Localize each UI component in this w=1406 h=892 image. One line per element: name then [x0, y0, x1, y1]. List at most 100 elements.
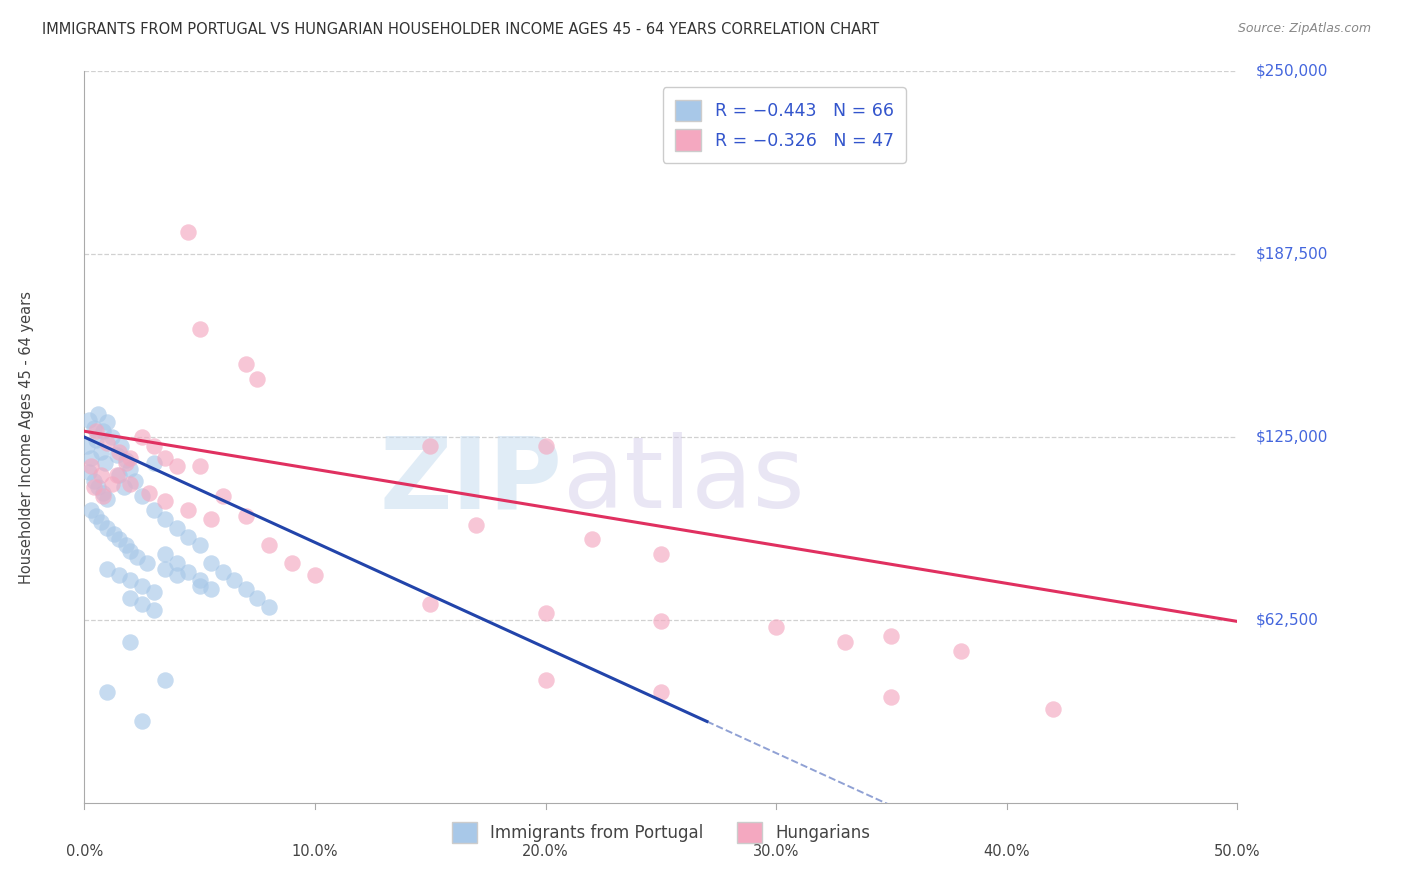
Point	[465, 517, 488, 532]
Point	[224, 574, 246, 588]
Point	[200, 582, 222, 597]
Point	[91, 489, 114, 503]
Point	[120, 574, 142, 588]
Point	[87, 407, 110, 421]
Point	[131, 714, 153, 728]
Point	[765, 620, 787, 634]
Point	[96, 491, 118, 506]
Point	[80, 503, 103, 517]
Point	[131, 579, 153, 593]
Point	[246, 591, 269, 605]
Point	[200, 556, 222, 570]
Text: $187,500: $187,500	[1256, 247, 1329, 261]
Point	[94, 457, 117, 471]
Point	[153, 46, 176, 61]
Point	[880, 629, 903, 643]
Point	[108, 444, 131, 458]
Point	[211, 489, 233, 503]
Point	[142, 585, 165, 599]
Point	[142, 603, 165, 617]
Point	[76, 439, 98, 453]
Point	[120, 450, 142, 465]
Text: 30.0%: 30.0%	[754, 844, 799, 859]
Point	[112, 480, 135, 494]
Point	[650, 684, 672, 698]
Point	[153, 494, 176, 508]
Point	[96, 521, 118, 535]
Point	[166, 567, 188, 582]
Text: $62,500: $62,500	[1256, 613, 1319, 627]
Text: IMMIGRANTS FROM PORTUGAL VS HUNGARIAN HOUSEHOLDER INCOME AGES 45 - 64 YEARS CORR: IMMIGRANTS FROM PORTUGAL VS HUNGARIAN HO…	[42, 22, 879, 37]
Point	[153, 547, 176, 561]
Text: ZIP: ZIP	[380, 433, 562, 530]
Text: Source: ZipAtlas.com: Source: ZipAtlas.com	[1237, 22, 1371, 36]
Point	[120, 476, 142, 491]
Point	[166, 459, 188, 474]
Point	[83, 474, 105, 488]
Point	[84, 509, 107, 524]
Point	[142, 439, 165, 453]
Point	[153, 450, 176, 465]
Point	[419, 597, 441, 611]
Point	[880, 690, 903, 705]
Point	[188, 538, 211, 552]
Point	[77, 465, 100, 479]
Point	[115, 453, 138, 467]
Point	[96, 416, 118, 430]
Point	[834, 635, 856, 649]
Point	[103, 526, 125, 541]
Point	[120, 462, 142, 476]
Point	[419, 439, 441, 453]
Point	[89, 468, 111, 483]
Point	[135, 556, 157, 570]
Text: $125,000: $125,000	[1256, 430, 1329, 444]
Point	[115, 538, 138, 552]
Point	[84, 433, 107, 447]
Point	[96, 562, 118, 576]
Point	[83, 421, 105, 435]
Point	[83, 480, 105, 494]
Point	[949, 643, 972, 657]
Point	[87, 480, 110, 494]
Point	[120, 635, 142, 649]
Point	[91, 485, 114, 500]
Point	[177, 503, 200, 517]
Point	[177, 225, 200, 239]
Point	[534, 606, 557, 620]
Point	[211, 565, 233, 579]
Text: $250,000: $250,000	[1256, 64, 1329, 78]
Text: 10.0%: 10.0%	[291, 844, 339, 859]
Point	[105, 468, 128, 483]
Point	[89, 444, 111, 458]
Point	[235, 509, 257, 524]
Point	[188, 459, 211, 474]
Point	[108, 468, 131, 483]
Point	[188, 579, 211, 593]
Point	[131, 430, 153, 444]
Point	[120, 544, 142, 558]
Text: atlas: atlas	[562, 433, 804, 530]
Point	[153, 673, 176, 687]
Point	[84, 424, 107, 438]
Point	[200, 512, 222, 526]
Point	[110, 439, 132, 453]
Text: 40.0%: 40.0%	[983, 844, 1031, 859]
Point	[257, 538, 280, 552]
Point	[235, 582, 257, 597]
Point	[127, 549, 149, 564]
Point	[91, 424, 114, 438]
Text: Householder Income Ages 45 - 64 years: Householder Income Ages 45 - 64 years	[20, 291, 34, 583]
Text: 0.0%: 0.0%	[66, 844, 103, 859]
Point	[138, 485, 160, 500]
Point	[80, 450, 103, 465]
Point	[142, 457, 165, 471]
Point	[534, 439, 557, 453]
Point	[188, 574, 211, 588]
Point	[650, 615, 672, 629]
Point	[80, 459, 103, 474]
Legend: Immigrants from Portugal, Hungarians: Immigrants from Portugal, Hungarians	[446, 815, 876, 849]
Point	[281, 556, 304, 570]
Text: 20.0%: 20.0%	[522, 844, 569, 859]
Point	[650, 547, 672, 561]
Point	[304, 567, 326, 582]
